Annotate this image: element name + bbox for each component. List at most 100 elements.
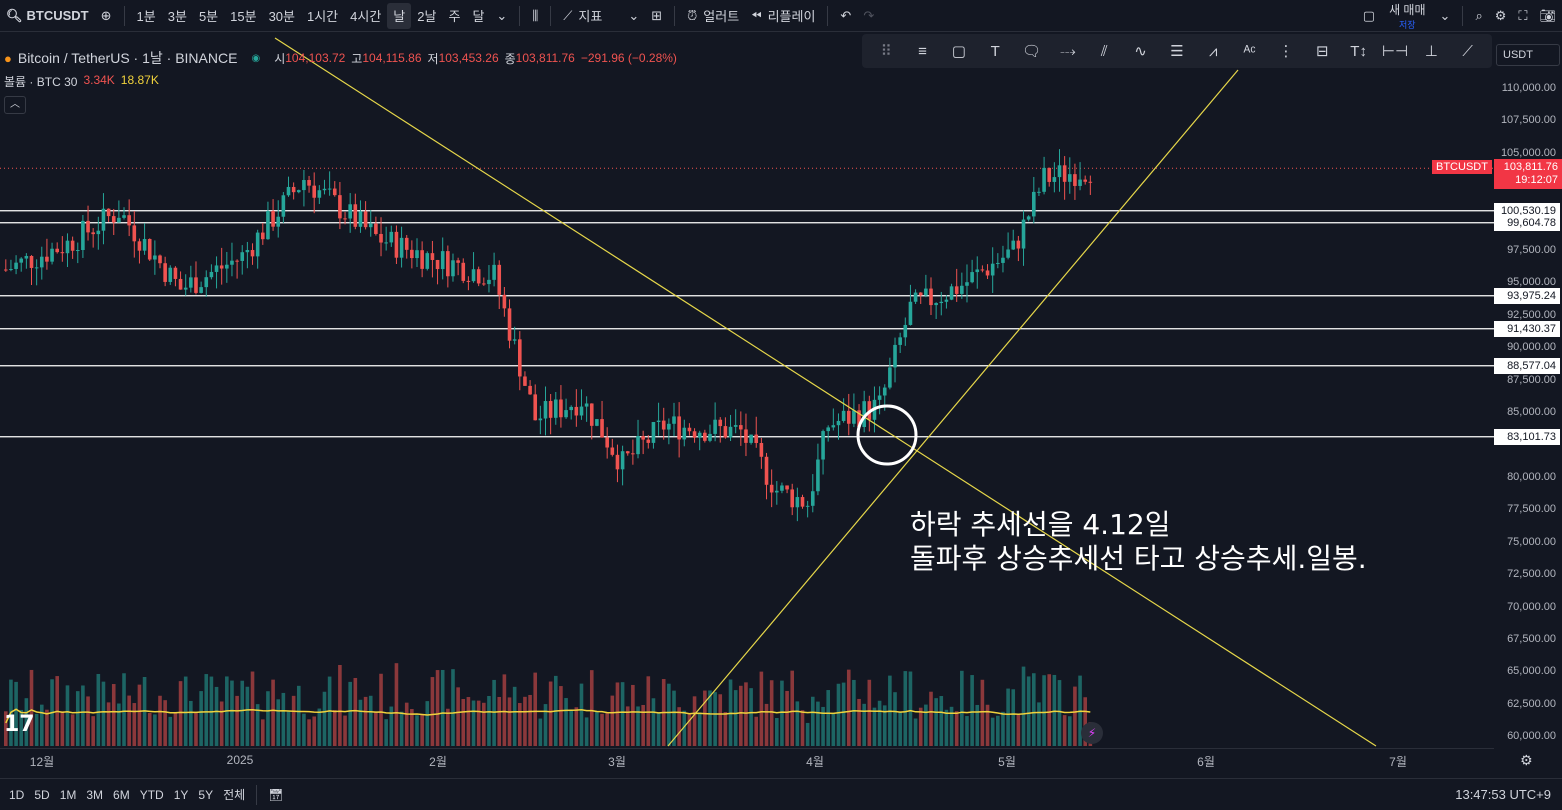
symbol-search[interactable]: 🔍︎ BTCUSDT <box>0 0 95 32</box>
volume-bar <box>91 716 95 746</box>
text-tool-icon[interactable]: T <box>990 42 1000 60</box>
chart-type-button[interactable]: ⫼ <box>526 0 544 32</box>
interval-1w[interactable]: 주 <box>448 9 461 24</box>
volume-bar <box>857 698 861 746</box>
collapse-legend-button[interactable]: ︿ <box>4 96 26 114</box>
forecast-tool-icon[interactable]: ⟋ <box>1462 42 1473 60</box>
range-1m[interactable]: 1M <box>59 787 77 802</box>
candle-body <box>913 292 918 302</box>
tradingview-logo[interactable]: 𝟭𝟳 <box>4 712 35 737</box>
legend-title[interactable]: Bitcoin / TetherUS · 1날 · BINANCE <box>17 50 238 66</box>
range-ytd[interactable]: YTD <box>139 787 164 802</box>
volume-bar <box>173 712 178 746</box>
price-tick-label: 80,000.00 <box>1507 470 1556 483</box>
volume-bar <box>343 715 347 746</box>
interval-dropdown[interactable]: ⌄ <box>490 0 513 32</box>
volume-bar <box>733 690 738 746</box>
save-label: 저장 <box>1399 19 1416 30</box>
candle-body <box>615 454 620 470</box>
settings-button[interactable]: ⚙︎ <box>1489 0 1513 32</box>
goto-date-button[interactable]: 📅︎ <box>263 788 288 802</box>
clock-label[interactable]: 13:47:53 UTC+9 <box>1455 787 1551 802</box>
range-all[interactable]: 전체 <box>223 788 246 802</box>
interval-1d[interactable]: 날 <box>387 2 412 29</box>
candle-body <box>276 216 281 227</box>
indicators-button[interactable]: ⟋ 지표 <box>557 0 608 32</box>
volume-bar <box>502 674 507 746</box>
lines-tool-icon[interactable]: ≡ <box>918 42 927 60</box>
volume-bar <box>605 712 609 746</box>
ascending-trendline[interactable] <box>667 69 1239 747</box>
interval-1mo[interactable]: 달 <box>472 9 485 24</box>
alert-bolt-icon[interactable]: ⚡︎ <box>1081 722 1103 744</box>
descending-trendline[interactable] <box>274 37 1377 747</box>
projection-tool-icon[interactable]: ⊟ <box>1316 43 1329 60</box>
trade-dropdown[interactable]: ⌄ <box>1434 0 1457 32</box>
price-range-icon[interactable]: ⊥ <box>1424 43 1438 60</box>
price-label-icon[interactable]: T↕ <box>1350 42 1367 60</box>
ray-tool-icon[interactable]: ⤏ <box>1060 42 1076 60</box>
callout-tool-icon[interactable]: 🗨︎ <box>1022 43 1042 60</box>
rectangle-tool-icon[interactable]: ▢ <box>951 43 966 60</box>
date-range-icon[interactable]: ⊢⊣ <box>1381 43 1409 60</box>
volume-bar <box>322 691 327 746</box>
range-1d[interactable]: 1D <box>9 787 25 802</box>
range-5d[interactable]: 5D <box>34 787 50 802</box>
price-scale[interactable]: 110,000.00 107,500.00 105,000.00 97,500.00 9… <box>1494 32 1562 778</box>
compare-symbol-button[interactable]: ⊕ <box>95 0 118 32</box>
fullscreen-button[interactable]: ⛶ <box>1512 0 1533 32</box>
time-axis[interactable]: 12월 2025 2월 3월 4월 5월 6월 7월 <box>0 748 1494 776</box>
interval-3m[interactable]: 3분 <box>167 9 187 24</box>
currency-selector[interactable]: USDT <box>1496 44 1560 66</box>
volume-bar <box>235 695 239 746</box>
candle-body <box>147 239 152 260</box>
change-value: −291.96 (−0.28%) <box>580 51 677 65</box>
trade-button[interactable]: 새 매매 저장 <box>1381 0 1433 32</box>
layout-button[interactable]: ⊞ <box>645 0 668 32</box>
volume-bar <box>132 703 137 746</box>
elliott-tool-icon[interactable]: ᴬᶜ <box>1243 42 1256 60</box>
fib-tool-icon[interactable]: ☰ <box>1170 43 1184 60</box>
range-1y[interactable]: 1Y <box>173 787 189 802</box>
volume-bar <box>744 682 748 746</box>
parallel-channel-icon[interactable]: ⫽ <box>1100 42 1108 60</box>
breakout-circle[interactable] <box>856 404 918 466</box>
undo-button[interactable]: ↶ <box>834 0 857 32</box>
candle-body <box>800 497 805 507</box>
interval-4h[interactable]: 4시간 <box>350 9 382 24</box>
candle-body <box>384 242 388 244</box>
range-3m[interactable]: 3M <box>86 787 104 802</box>
candle-body <box>805 505 810 507</box>
interval-15m[interactable]: 15분 <box>230 9 257 24</box>
quick-search-button[interactable]: ⌕ <box>1469 0 1488 32</box>
volume-bar <box>990 717 995 746</box>
candle-body <box>368 223 373 228</box>
axis-settings-button[interactable]: ⚙︎ <box>1520 752 1533 769</box>
range-6m[interactable]: 6M <box>113 787 130 802</box>
candle-body <box>687 427 692 432</box>
interval-2d[interactable]: 2날 <box>417 9 437 24</box>
candle-body <box>106 208 111 217</box>
range-tool-icon[interactable]: ⋮ <box>1278 43 1294 60</box>
interval-1m[interactable]: 1분 <box>136 9 156 24</box>
chart-pane[interactable] <box>0 32 1562 778</box>
chart-annotation[interactable]: 하락 추세선을 4.12일 돌파후 상승추세선 타고 상승추세.일봉. <box>910 508 1367 576</box>
interval-1h[interactable]: 1시간 <box>306 9 339 24</box>
replay-button[interactable]: ⏪︎ 리플레이 <box>745 0 821 32</box>
indicators-dropdown[interactable]: ⌄ <box>622 0 645 32</box>
interval-30m[interactable]: 30분 <box>268 9 295 24</box>
alert-button[interactable]: ⏰︎ 얼러트 <box>681 0 745 32</box>
pattern-tool-icon[interactable]: ⩘ <box>1209 42 1218 60</box>
curve-tool-icon[interactable]: ∿ <box>1134 43 1147 60</box>
volume-bar <box>476 700 481 746</box>
drag-handle-icon[interactable]: ⠿ <box>880 43 892 60</box>
bottom-toolbar: 1D 5D 1M 3M 6M YTD 1Y 5Y 전체 📅︎ 13:47:53 … <box>0 778 1562 810</box>
redo-button[interactable]: ↷ <box>857 0 880 32</box>
range-5y[interactable]: 5Y <box>198 787 214 802</box>
volume-bar <box>739 685 743 746</box>
snapshot-button[interactable]: 📷︎ <box>1533 0 1562 32</box>
volume-label[interactable]: 볼륨 · BTC 30 <box>4 75 78 89</box>
candle-body <box>816 459 820 492</box>
interval-5m[interactable]: 5분 <box>198 9 219 24</box>
layout-square-button[interactable]: ▢ <box>1357 0 1381 32</box>
